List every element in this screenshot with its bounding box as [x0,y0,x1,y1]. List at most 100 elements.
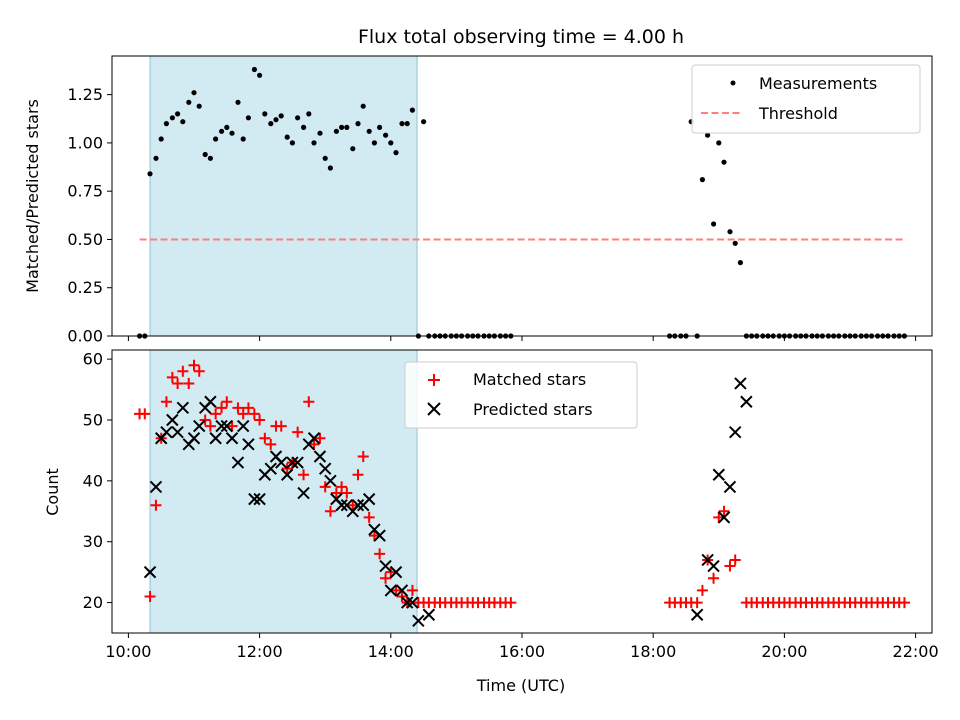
predicted-star-point [264,462,277,475]
predicted-star-point [740,395,753,408]
matched-star-point [713,511,725,523]
matched-star-point [172,377,184,389]
bottom-y-tick-label: 60 [83,350,103,369]
bottom-y-axis-label: Count [43,468,62,516]
matched-star-point [352,469,364,481]
predicted-star-point [231,456,245,469]
matched-star-point [150,499,162,511]
bottom-x-ticks: 10:00 12:00 14:00 16:00 18:00 20:00 22:00 [105,633,939,661]
predicted-star-point [253,492,266,506]
matched-star-point [226,420,238,432]
matched-stars-points [134,359,910,609]
legend-predicted-label: Predicted stars [473,400,593,419]
top-axes: 0.00 0.25 0.50 0.75 1.00 1.25 Matched/Predict… [23,55,933,346]
matched-star-point [898,597,910,609]
top-x-ticks [127,336,917,341]
measurement-point [257,72,263,78]
legend-measurements-label: Measurements [759,74,877,93]
measurement-point [721,159,727,165]
measurement-point [262,111,268,117]
measurement-point [213,136,219,142]
bottom-legend: Matched stars Predicted stars [404,361,638,429]
matched-star-point [385,566,397,578]
matched-star-point [406,584,418,596]
top-y-tick-label: 1.25 [67,85,103,104]
matched-star-point [368,530,380,542]
predicted-star-point [307,432,321,445]
measurement-point [421,119,427,125]
predicted-star-point [297,486,310,500]
top-y-ticks: 0.00 0.25 0.50 0.75 1.00 1.25 [67,85,112,346]
predicted-star-point [707,559,720,573]
predicted-star-point [373,529,386,542]
measurement-point [289,140,295,146]
measurement-point [268,121,274,127]
measurement-point [317,130,323,136]
matched-star-point [275,420,287,432]
matched-star-point [210,408,222,420]
x-tick-label: 12:00 [237,642,283,661]
measurement-point [295,115,301,121]
predicted-star-point [335,498,348,512]
measurement-point [175,111,181,117]
measurement-point [301,124,307,130]
predicted-star-point [275,456,288,469]
predicted-star-point [324,474,337,488]
measurement-point [240,136,246,142]
top-y-axis-label: Matched/Predicted stars [23,99,42,293]
measurement-point [732,240,738,246]
legend-predicted-marker [427,402,441,416]
predicted-star-point [209,432,222,445]
predicted-star-point [313,450,327,463]
matched-star-point [330,487,342,499]
predicted-star-point [728,425,742,439]
matched-star-point [308,438,320,450]
matched-star-point [166,371,178,383]
matched-star-point [363,511,375,523]
predicted-star-point [734,377,747,390]
predicted-star-point [379,559,392,573]
measurement-point [186,99,192,105]
predicted-star-point [362,492,376,506]
predicted-star-point [176,401,190,415]
predicted-star-point [225,432,239,445]
measurement-point [377,124,383,130]
matched-star-point [729,554,741,566]
predicted-star-point [160,425,173,439]
measurement-point [355,121,361,127]
measurement-point [180,119,186,125]
predicted-star-point [291,456,304,469]
measurement-point [393,150,399,156]
matched-star-point [160,396,172,408]
measurement-point [333,128,339,134]
measurement-point [399,121,405,127]
measurement-point [716,140,722,146]
measurement-point [344,124,350,130]
x-tick-label: 22:00 [893,642,939,661]
measurement-point [322,155,328,161]
measurement-point [306,111,312,117]
predicted-star-point [187,432,201,445]
top-y-tick-label: 1.00 [67,133,103,152]
matched-star-point [708,572,720,584]
matched-star-point [237,408,249,420]
predicted-star-point [171,425,184,439]
measurement-point [360,103,366,109]
predicted-star-point [723,480,737,494]
matched-star-point [242,402,254,414]
matched-star-point [390,584,402,596]
x-tick-label: 20:00 [761,642,807,661]
matched-star-point [696,584,708,596]
predicted-star-point [149,480,163,494]
predicted-star-point [712,468,726,481]
matched-star-point [319,481,331,493]
matched-star-point [216,402,228,414]
predicted-star-point [395,584,409,597]
x-tick-label: 14:00 [368,642,414,661]
matched-star-point [254,414,266,426]
matched-star-point [193,365,205,377]
matched-star-point [248,408,260,420]
measurement-point [311,140,317,146]
predicted-star-point [280,468,294,481]
x-tick-label: 18:00 [630,642,676,661]
